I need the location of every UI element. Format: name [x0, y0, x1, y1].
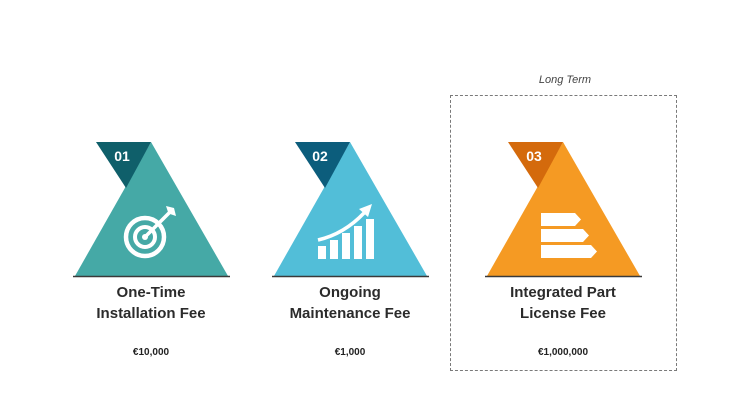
card-3-triangle: [487, 142, 640, 276]
target-icon: [123, 206, 176, 259]
card-1-title: One-Time Installation Fee: [51, 282, 251, 324]
card-1-graphic: 01: [73, 142, 230, 278]
card-3-title-line2: License Fee: [520, 305, 606, 322]
card-2-graphic: 02: [272, 142, 429, 278]
card-1-title-line1: One-Time: [116, 284, 186, 301]
card-3-graphic: 03: [485, 142, 642, 278]
card-1-title-line2: Installation Fee: [96, 305, 206, 322]
card-1-number: 01: [114, 148, 130, 164]
card-2-title-line2: Maintenance Fee: [289, 305, 411, 322]
card-2-number: 02: [312, 148, 328, 164]
arrow-bars-icon: [541, 213, 597, 258]
card-2-triangle: [274, 142, 427, 276]
card-1-badge: [96, 142, 151, 188]
card-3-badge: [508, 142, 563, 188]
card-1-price: €10,000: [132, 347, 170, 358]
card-3-number: 03: [526, 148, 542, 164]
card-2-title-line1: Ongoing: [319, 284, 381, 301]
growth-chart-icon: [317, 204, 374, 259]
card-3-title-line1: Integrated Part: [510, 284, 616, 301]
card-2-badge: [295, 142, 350, 188]
card-2-price: €1,000: [334, 347, 366, 358]
card-2-title: Ongoing Maintenance Fee: [250, 282, 450, 324]
card-3-price: €1,000,000: [537, 347, 589, 358]
long-term-label: Long Term: [538, 74, 592, 86]
long-term-highlight-box: [450, 95, 677, 371]
card-1-triangle: [75, 142, 228, 276]
card-3-title: Integrated Part License Fee: [463, 282, 663, 324]
